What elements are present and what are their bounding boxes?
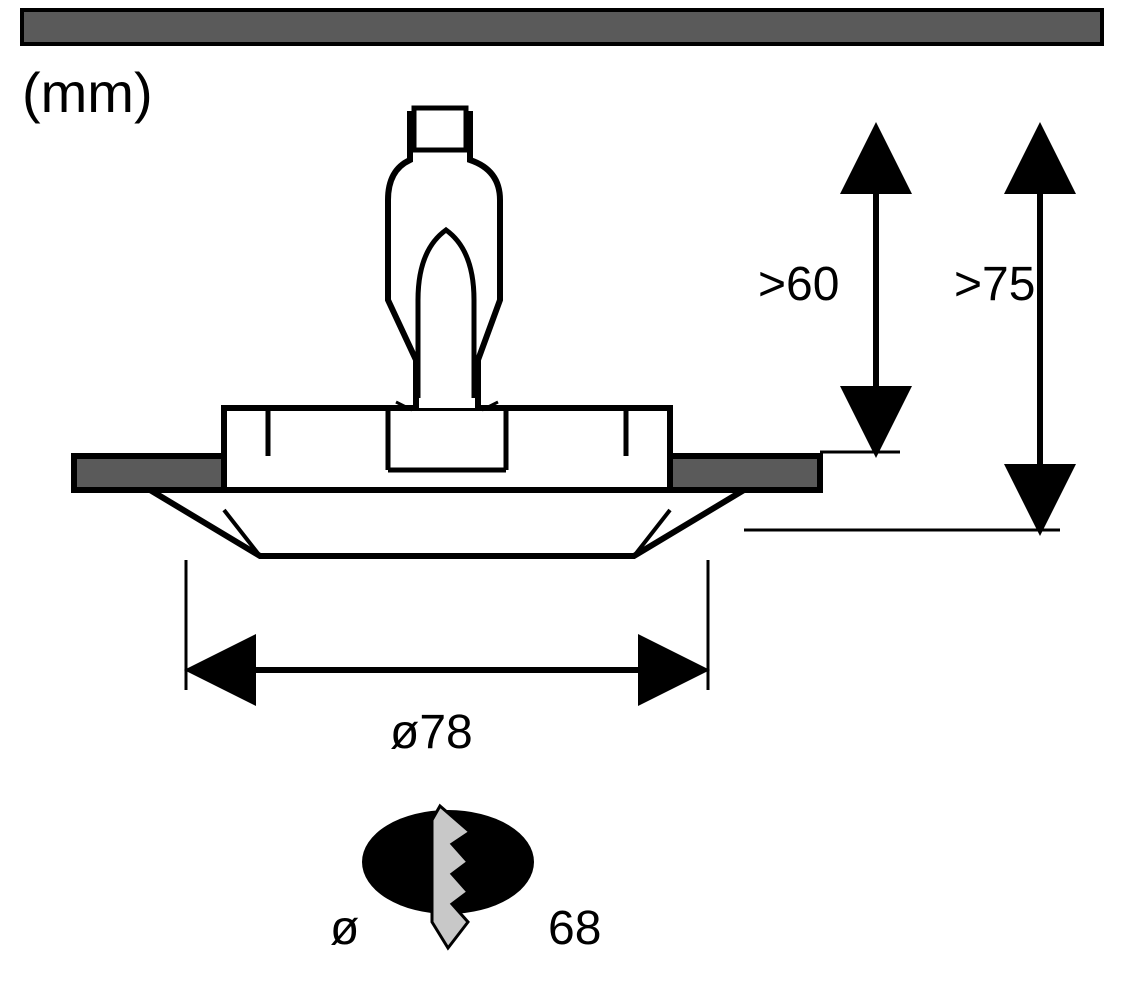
flange-right [670, 456, 820, 490]
svg-text:ø78: ø78 [390, 706, 473, 759]
dimension-diameter-78: ø78 [186, 560, 708, 759]
svg-text:ø: ø [330, 902, 359, 955]
flange-left [74, 456, 224, 490]
fixture-body [224, 408, 670, 490]
fixture-lens [150, 490, 744, 556]
svg-text:>60: >60 [758, 258, 839, 311]
dimension-height-60: >60 [758, 134, 876, 446]
fixture [74, 108, 820, 556]
spring-clip [388, 108, 500, 410]
unit-label: (mm) [22, 61, 153, 124]
cutout-icon: ø 68 [330, 806, 601, 955]
svg-text:68: 68 [548, 902, 601, 955]
technical-drawing: (mm) [0, 0, 1121, 1000]
svg-text:>75: >75 [954, 258, 1035, 311]
ceiling-bar [22, 10, 1102, 44]
